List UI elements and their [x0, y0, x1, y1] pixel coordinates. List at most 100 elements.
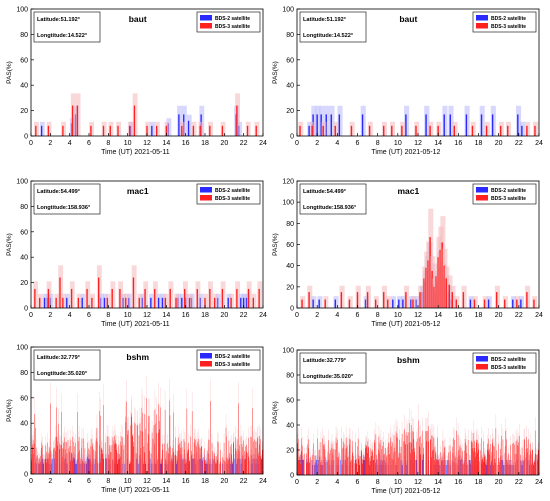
- x-axis-label: Time (UT) 2021-05-12: [371, 488, 440, 495]
- bar-bds3: [90, 125, 92, 136]
- station-name: bshm: [397, 355, 420, 365]
- bar-bds3: [433, 286, 435, 308]
- y-tick-label: 80: [286, 373, 294, 380]
- y-tick-label: 0: [290, 134, 294, 141]
- longitude-label: Longtitude:35.020°: [303, 374, 353, 380]
- bar-bds3: [441, 242, 443, 308]
- latitude-label: Latitude:54.499°: [37, 189, 80, 195]
- legend-label: BDS-2 satellite: [491, 188, 526, 194]
- bar-bds3: [526, 125, 528, 136]
- bar-bds3: [425, 267, 427, 308]
- x-tick-label: 22: [515, 312, 523, 319]
- x-tick-label: 16: [182, 140, 190, 147]
- bar-bds2: [361, 114, 364, 136]
- x-tick-label: 18: [201, 140, 209, 147]
- bar-bds3: [236, 105, 238, 136]
- bar-bds3: [483, 299, 486, 308]
- bar-bds3: [366, 292, 369, 308]
- x-tick-label: 20: [495, 479, 503, 486]
- x-tick-label: 6: [87, 312, 91, 319]
- legend-swatch: [476, 23, 488, 29]
- x-tick-label: 22: [240, 478, 248, 485]
- bar-shadow: [54, 293, 60, 308]
- bar-bds3: [334, 125, 337, 136]
- bar-bds3: [169, 288, 171, 308]
- bar-shadow: [452, 121, 458, 136]
- bar-shadow: [34, 121, 39, 136]
- legend: BDS-2 satellite BDS-3 satellite: [196, 183, 261, 205]
- location-box: Latitude:54.499° Longtitude:158.936°: [33, 183, 101, 215]
- bar-bds3: [184, 288, 186, 308]
- bar-shadow: [464, 105, 470, 136]
- bar-bds2: [187, 120, 190, 136]
- location-box-frame: [33, 349, 101, 381]
- location-box-frame: [299, 352, 367, 384]
- bar-bds2: [491, 114, 494, 136]
- bar-bds3: [209, 288, 211, 308]
- x-tick-label: 0: [295, 479, 299, 486]
- legend-frame: [472, 11, 537, 33]
- bar-bds3: [423, 278, 425, 308]
- x-tick-label: 2: [315, 312, 319, 319]
- legend-swatch: [200, 187, 212, 193]
- bar-bds3: [133, 105, 136, 136]
- x-tick-label: 0: [29, 312, 33, 319]
- legend-swatch: [200, 353, 212, 359]
- legend-swatch: [200, 23, 212, 29]
- bar-shadow: [365, 285, 371, 308]
- bar-shadow: [373, 296, 379, 308]
- bar-bds3: [181, 125, 183, 136]
- location-box-frame: [299, 11, 367, 43]
- bar-bds2: [320, 114, 322, 136]
- bar-bds3: [504, 299, 506, 308]
- legend-label: BDS-3 satellite: [215, 362, 250, 368]
- bar-bds3: [455, 299, 458, 308]
- y-axis-label: PAS(%): [272, 401, 279, 424]
- bar-bds3: [439, 249, 441, 308]
- bar-shadow: [102, 293, 108, 308]
- bar-bds3: [164, 297, 167, 308]
- bar-bds3: [499, 125, 502, 136]
- bar-bds3: [435, 276, 437, 308]
- y-axis-label: PAS(%): [6, 61, 13, 84]
- x-tick-label: 20: [220, 140, 228, 147]
- bar-bds3: [427, 260, 429, 308]
- bar-shadow: [389, 121, 396, 136]
- x-tick-label: 12: [143, 478, 151, 485]
- x-tick-label: 18: [475, 312, 483, 319]
- bar-bds2: [338, 114, 341, 136]
- bar-bds2: [425, 114, 427, 136]
- bar-bds3: [132, 277, 135, 308]
- x-tick-label: 12: [143, 140, 151, 147]
- legend-swatch: [476, 195, 488, 201]
- bar-bds3: [35, 125, 37, 136]
- bar-bds3: [213, 297, 216, 308]
- bar-bds2: [517, 114, 519, 136]
- location-box-frame: [33, 183, 101, 215]
- legend-label: BDS-2 satellite: [215, 188, 250, 194]
- bar-bds3: [391, 125, 393, 136]
- station-name: bshm: [126, 352, 149, 362]
- y-axis: 0 20 40 60 80 100 120 PAS(%): [272, 179, 300, 313]
- bars: [300, 208, 538, 308]
- y-tick-label: 100: [282, 200, 294, 207]
- bar-bds3: [383, 125, 385, 136]
- legend-label: BDS-3 satellite: [215, 24, 250, 30]
- legend: BDS-2 satellite BDS-3 satellite: [196, 11, 261, 33]
- bar-bds2: [151, 125, 153, 136]
- bar-bds3: [516, 299, 518, 308]
- bar-bds3: [106, 297, 109, 308]
- bar-shadow: [404, 285, 410, 308]
- bar-bds3: [534, 125, 536, 136]
- bar-shadow: [80, 293, 86, 308]
- legend-swatch: [476, 356, 488, 362]
- station-name: mac1: [127, 186, 149, 196]
- bar-bds2: [245, 297, 248, 308]
- bar-bds3: [462, 292, 465, 308]
- x-tick-label: 2: [48, 140, 52, 147]
- bar-bds3: [308, 292, 310, 308]
